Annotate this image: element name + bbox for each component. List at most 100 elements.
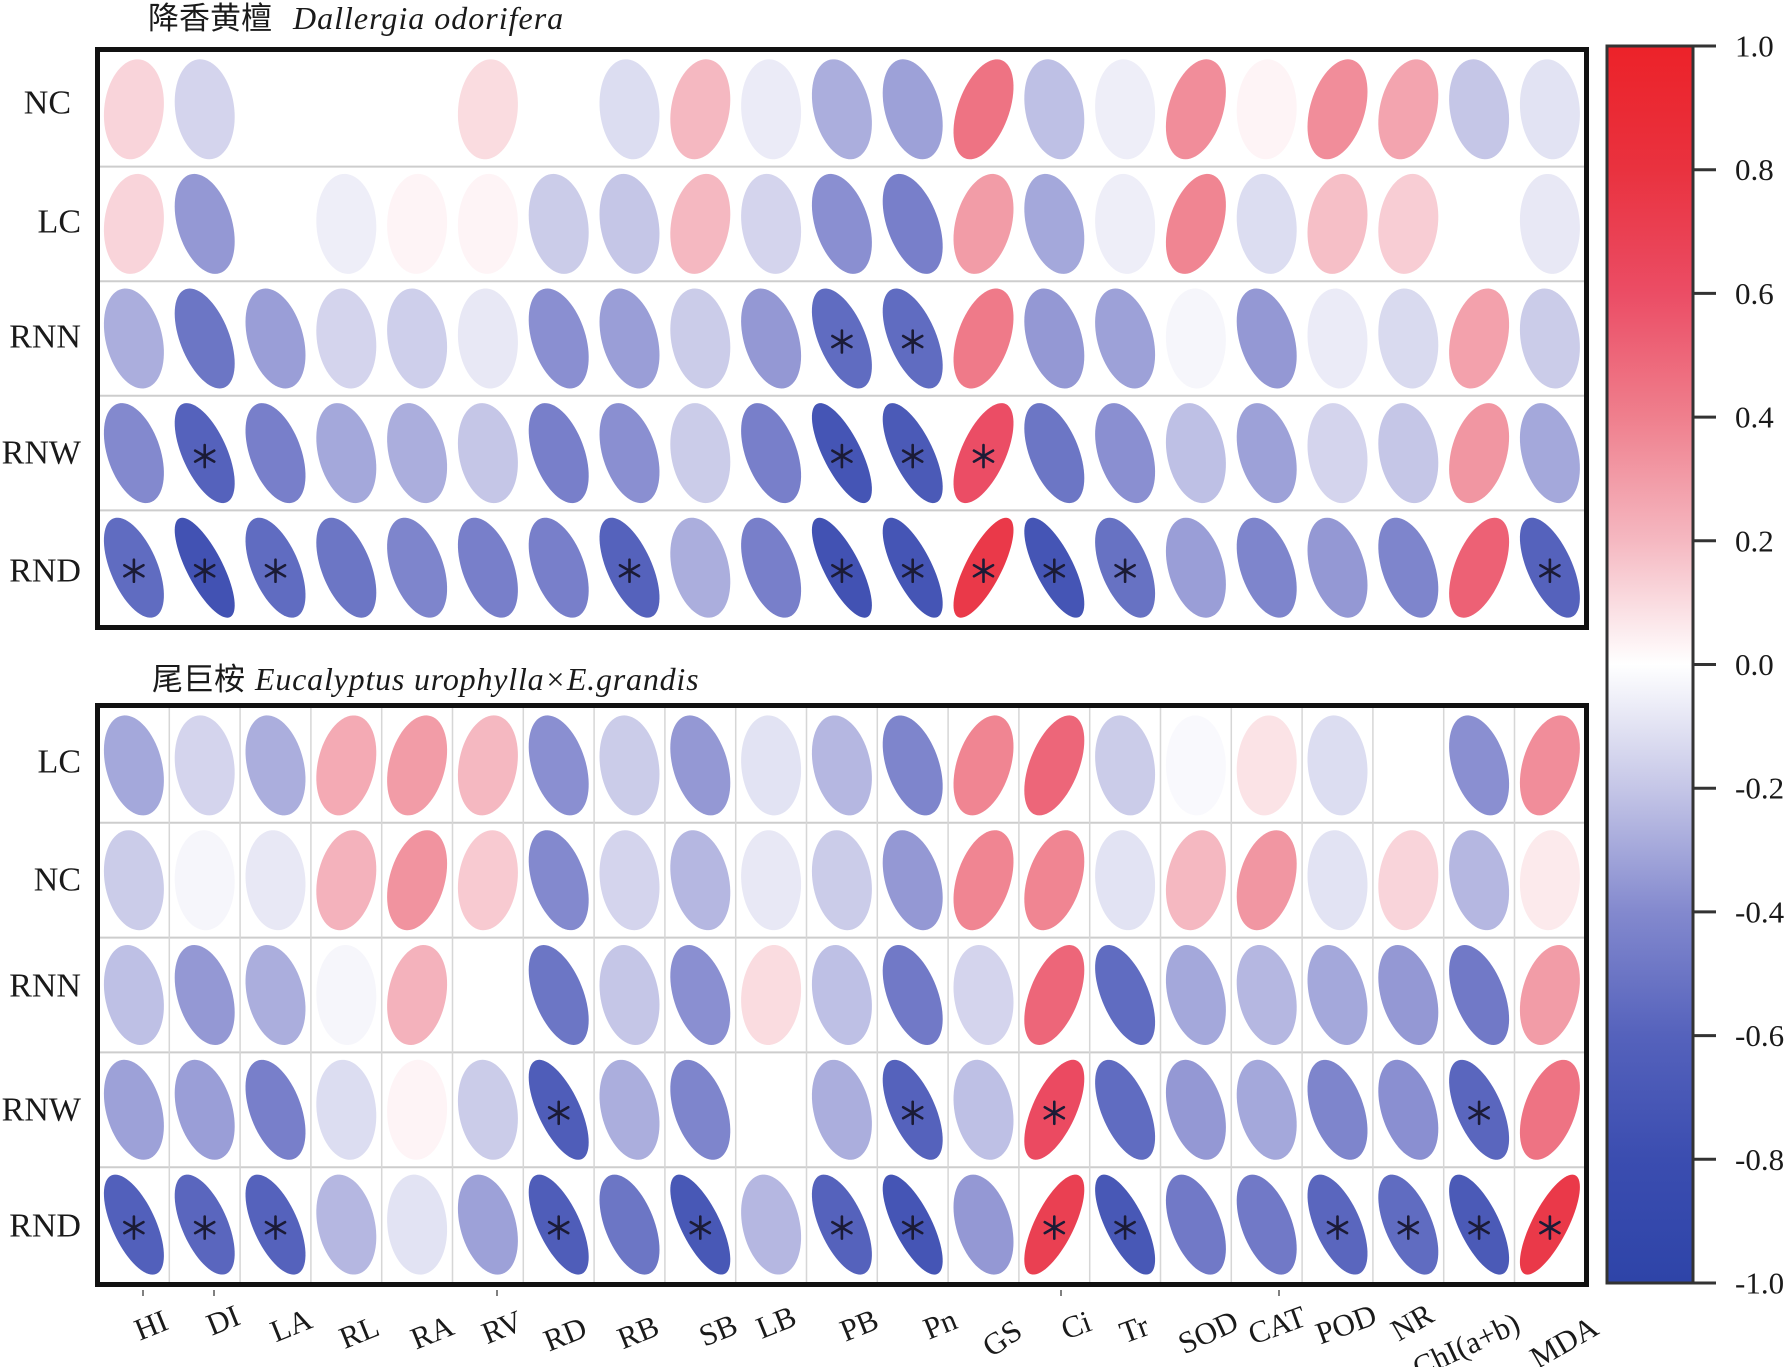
panel-frame	[95, 703, 1589, 1287]
correlation-ellipse	[670, 173, 731, 274]
correlation-ellipse	[1165, 403, 1226, 504]
correlation-ellipse	[103, 173, 164, 274]
significance-asterisk	[1468, 1215, 1490, 1240]
correlation-ellipse	[387, 830, 448, 931]
column-label: RD	[538, 1310, 591, 1359]
colorbar-tick-label: -0.2	[1735, 771, 1784, 806]
significance-asterisk	[689, 1215, 712, 1240]
correlation-ellipse	[457, 1059, 518, 1160]
row-label: LC	[38, 744, 81, 781]
correlation-ellipse	[457, 517, 518, 618]
correlation-ellipse	[1449, 830, 1510, 931]
correlation-ellipse	[1165, 830, 1226, 931]
panel-dalbergia: 降香黄檀 Dallergia odorifera NC LC RNN RNW RND	[2, 0, 1589, 630]
correlation-ellipse	[1378, 1059, 1439, 1160]
correlation-ellipse	[1449, 173, 1510, 274]
panel-title-cn: 尾巨桉	[152, 662, 245, 697]
correlation-ellipse	[1449, 59, 1510, 160]
significance-asterisk	[1539, 558, 1561, 584]
correlation-ellipse	[1095, 945, 1156, 1045]
correlation-ellipse	[174, 715, 235, 816]
significance-asterisk	[1114, 1215, 1136, 1240]
correlation-ellipse	[599, 288, 660, 389]
correlation-ellipse	[316, 517, 377, 618]
correlation-ellipse	[1236, 1059, 1297, 1160]
ellipse-cells	[103, 715, 1580, 1275]
correlation-ellipse	[1165, 945, 1226, 1045]
correlation-ellipse	[741, 59, 802, 160]
row-label: RNN	[9, 319, 81, 356]
colorbar-tick-label: 0.0	[1735, 647, 1774, 682]
correlation-ellipse	[316, 403, 377, 504]
correlation-ellipse	[387, 517, 448, 618]
correlation-ellipse	[316, 830, 377, 931]
correlation-ellipse	[316, 288, 377, 389]
correlation-ellipse	[1307, 945, 1368, 1045]
correlation-ellipse	[953, 830, 1014, 931]
correlation-ellipse	[1519, 1059, 1580, 1160]
correlation-ellipse	[953, 288, 1014, 389]
significance-asterisk	[972, 443, 995, 469]
correlation-ellipse	[316, 715, 377, 816]
correlation-ellipse	[316, 1059, 377, 1160]
correlation-ellipse	[1095, 715, 1156, 816]
correlation-ellipse	[174, 173, 235, 274]
correlation-ellipse	[103, 1059, 164, 1160]
correlation-ellipse	[457, 403, 518, 504]
significance-asterisk	[1468, 1100, 1490, 1126]
correlation-ellipse	[1378, 288, 1439, 389]
column-label: MDA	[1524, 1308, 1605, 1367]
correlation-ellipse	[1095, 830, 1156, 931]
correlation-ellipse	[1236, 59, 1297, 160]
column-label: SOD	[1173, 1303, 1244, 1361]
correlation-ellipse	[1024, 715, 1085, 816]
correlation-ellipse	[811, 945, 872, 1045]
correlation-ellipse	[811, 830, 872, 931]
colorbar-tick-label: 1.0	[1735, 29, 1774, 64]
correlation-ellipse	[457, 715, 518, 816]
correlation-ellipse	[670, 59, 731, 160]
correlation-ellipse	[741, 173, 802, 274]
colorbar-tick-label: -0.6	[1735, 1018, 1784, 1053]
correlation-ellipse	[741, 517, 802, 618]
colorbar-tick-label: -1.0	[1735, 1266, 1784, 1301]
correlation-ellipse	[1236, 945, 1297, 1045]
correlation-ellipse	[1024, 830, 1085, 931]
column-label: Pn	[918, 1301, 962, 1346]
correlation-ellipse	[741, 288, 802, 389]
column-label: SB	[694, 1307, 742, 1354]
significance-asterisk	[901, 329, 924, 354]
correlation-ellipse	[882, 59, 943, 160]
correlation-ellipse	[245, 403, 306, 504]
correlation-ellipse	[457, 945, 518, 1045]
significance-asterisk	[1539, 1215, 1561, 1240]
significance-asterisk	[123, 1215, 145, 1240]
correlation-ellipse	[387, 1059, 448, 1160]
correlation-ellipse	[1024, 403, 1085, 504]
correlation-ellipse	[387, 403, 448, 504]
correlation-ellipse	[1024, 173, 1085, 274]
correlation-ellipse	[1307, 288, 1368, 389]
significance-asterisk	[1043, 558, 1066, 584]
correlation-ellipse	[387, 945, 448, 1045]
correlation-ellipse	[387, 1174, 448, 1275]
colorbar-tick-label: 0.6	[1735, 276, 1774, 311]
correlation-ellipse	[1519, 830, 1580, 931]
significance-asterisk	[901, 1215, 924, 1240]
column-label: RV	[477, 1303, 528, 1351]
correlation-ellipse	[528, 403, 589, 504]
significance-asterisk	[831, 1215, 853, 1240]
correlation-ellipse	[1449, 403, 1510, 504]
correlation-ellipse	[1024, 945, 1085, 1045]
column-label: DI	[201, 1298, 244, 1343]
correlation-ellipse	[670, 715, 731, 816]
row-label: RNW	[2, 1092, 82, 1129]
column-label: LB	[751, 1298, 801, 1345]
correlation-ellipse	[245, 715, 306, 816]
correlation-ellipse	[741, 1174, 802, 1275]
correlation-ellipse	[1024, 59, 1085, 160]
correlation-ellipse	[1519, 945, 1580, 1045]
correlation-ellipse	[1165, 517, 1226, 618]
correlation-ellipse	[1449, 715, 1510, 816]
correlation-ellipse	[457, 1174, 518, 1275]
